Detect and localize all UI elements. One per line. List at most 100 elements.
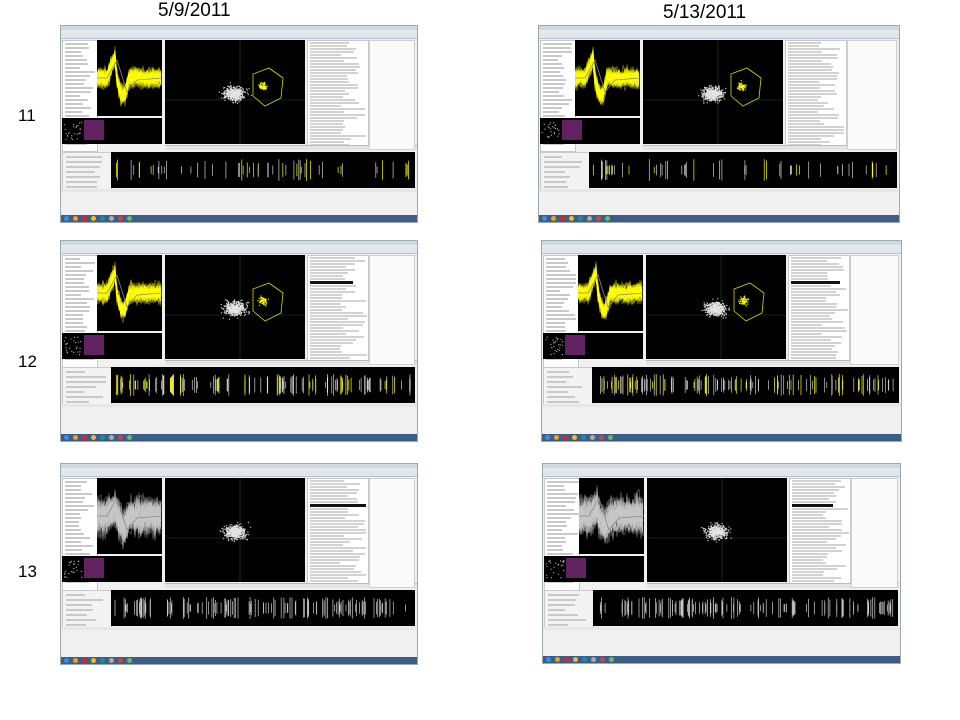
table-row[interactable] — [788, 141, 830, 143]
table-row[interactable] — [310, 102, 359, 104]
table-row[interactable] — [310, 117, 358, 119]
table-row[interactable] — [310, 577, 348, 579]
table-row[interactable] — [310, 306, 346, 308]
table-row[interactable] — [788, 102, 828, 104]
table-row[interactable] — [310, 257, 355, 259]
taskbar-app-icon[interactable] — [82, 216, 87, 221]
table-row[interactable] — [310, 281, 354, 284]
taskbar-app-icon[interactable] — [82, 435, 87, 440]
table-row[interactable] — [791, 339, 831, 341]
table-row[interactable] — [788, 87, 821, 89]
table-row[interactable] — [310, 105, 342, 107]
table-row[interactable] — [310, 336, 364, 338]
taskbar-app-icon[interactable] — [551, 216, 556, 221]
table-row[interactable] — [788, 63, 832, 65]
start-button-icon[interactable] — [64, 216, 69, 221]
toolbar[interactable] — [543, 471, 900, 477]
taskbar-app-icon[interactable] — [127, 216, 132, 221]
table-row[interactable] — [791, 330, 848, 332]
table-row[interactable] — [788, 84, 835, 86]
table-row[interactable] — [791, 288, 846, 290]
view-tabs-bar[interactable] — [165, 583, 417, 588]
table-row[interactable] — [791, 266, 843, 268]
table-row[interactable] — [791, 333, 823, 335]
table-row[interactable] — [310, 269, 356, 271]
table-row[interactable] — [791, 345, 836, 347]
table-row[interactable] — [792, 565, 846, 567]
table-row[interactable] — [792, 571, 825, 573]
table-row[interactable] — [310, 486, 347, 488]
table-row[interactable] — [310, 342, 354, 344]
table-row[interactable] — [310, 132, 341, 134]
table-row[interactable] — [792, 556, 827, 558]
table-row[interactable] — [791, 309, 848, 311]
table-row[interactable] — [310, 327, 343, 329]
table-row[interactable] — [310, 526, 358, 528]
taskbar-app-icon[interactable] — [100, 658, 105, 663]
table-row[interactable] — [310, 480, 345, 482]
table-row[interactable] — [792, 495, 836, 497]
table-row[interactable] — [792, 559, 824, 561]
table-row[interactable] — [788, 96, 822, 98]
start-button-icon[interactable] — [542, 216, 547, 221]
table-row[interactable] — [310, 90, 345, 92]
table-row[interactable] — [788, 42, 822, 44]
table-row[interactable] — [310, 556, 360, 558]
table-row[interactable] — [792, 486, 846, 488]
table-row[interactable] — [788, 105, 824, 107]
table-row[interactable] — [310, 60, 344, 62]
table-row[interactable] — [310, 75, 348, 77]
table-row[interactable] — [310, 550, 353, 552]
table-row[interactable] — [310, 559, 360, 561]
toolbar[interactable] — [61, 471, 417, 477]
table-row[interactable] — [792, 550, 842, 552]
table-row[interactable] — [792, 577, 841, 579]
table-row[interactable] — [310, 511, 349, 513]
table-row[interactable] — [310, 501, 359, 503]
table-row[interactable] — [792, 498, 829, 500]
taskbar-app-icon[interactable] — [609, 657, 614, 662]
table-row[interactable] — [788, 75, 838, 77]
taskbar-app-icon[interactable] — [554, 435, 559, 440]
table-row[interactable] — [310, 135, 366, 137]
taskbar-app-icon[interactable] — [605, 216, 610, 221]
table-row[interactable] — [791, 285, 832, 287]
table-row[interactable] — [791, 342, 842, 344]
table-row[interactable] — [310, 63, 359, 65]
taskbar-app-icon[interactable] — [73, 216, 78, 221]
unit-list-table[interactable] — [307, 478, 369, 584]
table-row[interactable] — [310, 508, 348, 510]
taskbar-app-icon[interactable] — [564, 657, 569, 662]
table-row[interactable] — [310, 333, 346, 335]
unit-list-table[interactable] — [788, 255, 850, 361]
table-row[interactable] — [791, 321, 844, 323]
table-row[interactable] — [791, 348, 833, 350]
table-row[interactable] — [792, 568, 838, 570]
table-row[interactable] — [310, 99, 356, 101]
table-row[interactable] — [792, 544, 846, 546]
table-row[interactable] — [791, 291, 836, 293]
table-row[interactable] — [791, 260, 827, 262]
table-row[interactable] — [310, 345, 341, 347]
table-row[interactable] — [310, 324, 364, 326]
table-row[interactable] — [310, 93, 350, 95]
menu-bar[interactable] — [61, 245, 417, 248]
taskbar-app-icon[interactable] — [573, 657, 578, 662]
table-row[interactable] — [791, 354, 837, 356]
table-row[interactable] — [310, 48, 356, 50]
table-row[interactable] — [791, 318, 833, 320]
table-row[interactable] — [792, 553, 829, 555]
toolbar[interactable] — [539, 33, 899, 39]
table-row[interactable] — [310, 260, 366, 262]
taskbar-app-icon[interactable] — [590, 435, 595, 440]
table-row[interactable] — [791, 327, 845, 329]
table-row[interactable] — [310, 580, 359, 582]
table-row[interactable] — [310, 272, 348, 274]
taskbar-app-icon[interactable] — [599, 435, 604, 440]
menu-bar[interactable] — [539, 30, 899, 33]
taskbar-app-icon[interactable] — [560, 216, 565, 221]
table-row[interactable] — [310, 498, 357, 500]
table-row[interactable] — [310, 565, 356, 567]
table-row[interactable] — [791, 324, 823, 326]
table-row[interactable] — [310, 120, 345, 122]
